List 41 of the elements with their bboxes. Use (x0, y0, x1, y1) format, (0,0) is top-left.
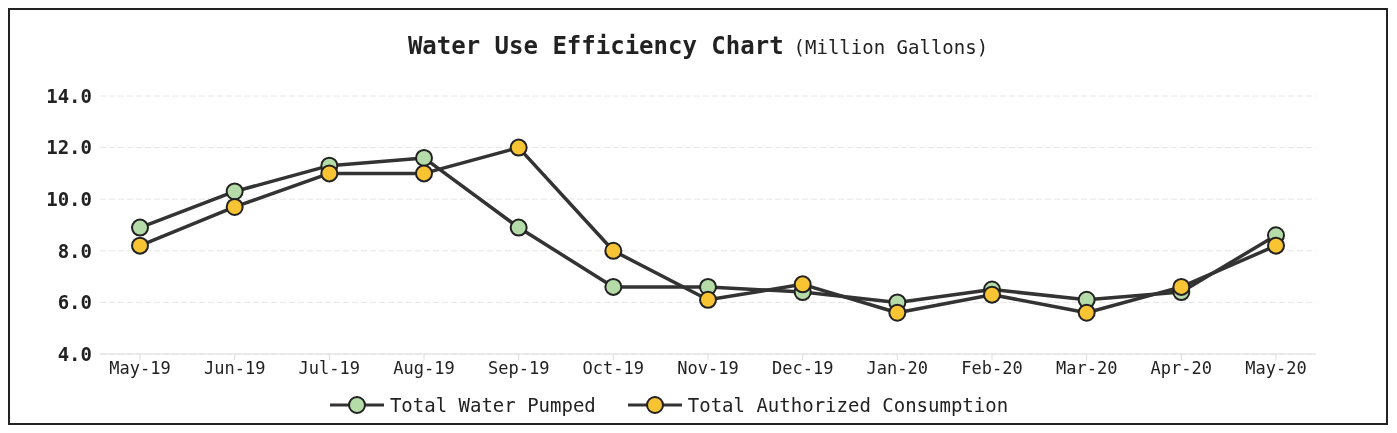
chart-subtitle: (Million Gallons) (793, 36, 989, 58)
x-tick-label: Jan-20 (866, 358, 929, 379)
point (131, 236, 149, 255)
chart-title: Water Use Efficiency Chart (407, 32, 784, 60)
point (225, 197, 244, 216)
point (888, 303, 907, 322)
y-tick-label: 8.0 (57, 239, 92, 262)
y-tick-label: 12.0 (46, 136, 92, 159)
point (509, 138, 528, 157)
point (320, 164, 339, 183)
x-tick-label: Jul-19 (298, 358, 361, 379)
x-tick-label: May-19 (109, 358, 171, 379)
x-tick-label: Dec-19 (771, 358, 834, 379)
x-tick-label: Jun-19 (203, 358, 266, 379)
x-tick-label: Apr-20 (1150, 358, 1213, 379)
point (1267, 236, 1285, 255)
point (604, 241, 623, 260)
point (415, 164, 433, 183)
legend-label: Total Water Pumped (389, 394, 596, 416)
point (793, 275, 812, 294)
y-tick-label: 14.0 (46, 84, 92, 107)
point (604, 277, 623, 296)
point (509, 218, 528, 237)
point (225, 182, 244, 201)
x-tick-label: Sep-19 (487, 358, 550, 379)
x-tick-label: Oct-19 (582, 358, 645, 379)
x-tick-label: Nov-19 (677, 358, 739, 379)
point (131, 218, 149, 237)
y-tick-label: 6.0 (57, 291, 92, 314)
point (415, 148, 433, 167)
point (983, 285, 1001, 304)
x-tick-label: Mar-20 (1055, 358, 1118, 379)
x-tick-label: Feb-20 (961, 358, 1023, 379)
x-tick-label: Aug-19 (393, 358, 455, 379)
point (1172, 277, 1191, 296)
y-tick-label: 10.0 (46, 187, 92, 210)
x-tick-label: May-20 (1245, 358, 1307, 379)
point (1077, 303, 1096, 322)
point (699, 290, 717, 309)
legend-label: Total Authorized Consumption (687, 394, 1009, 416)
y-tick-label: 4.0 (57, 342, 92, 365)
